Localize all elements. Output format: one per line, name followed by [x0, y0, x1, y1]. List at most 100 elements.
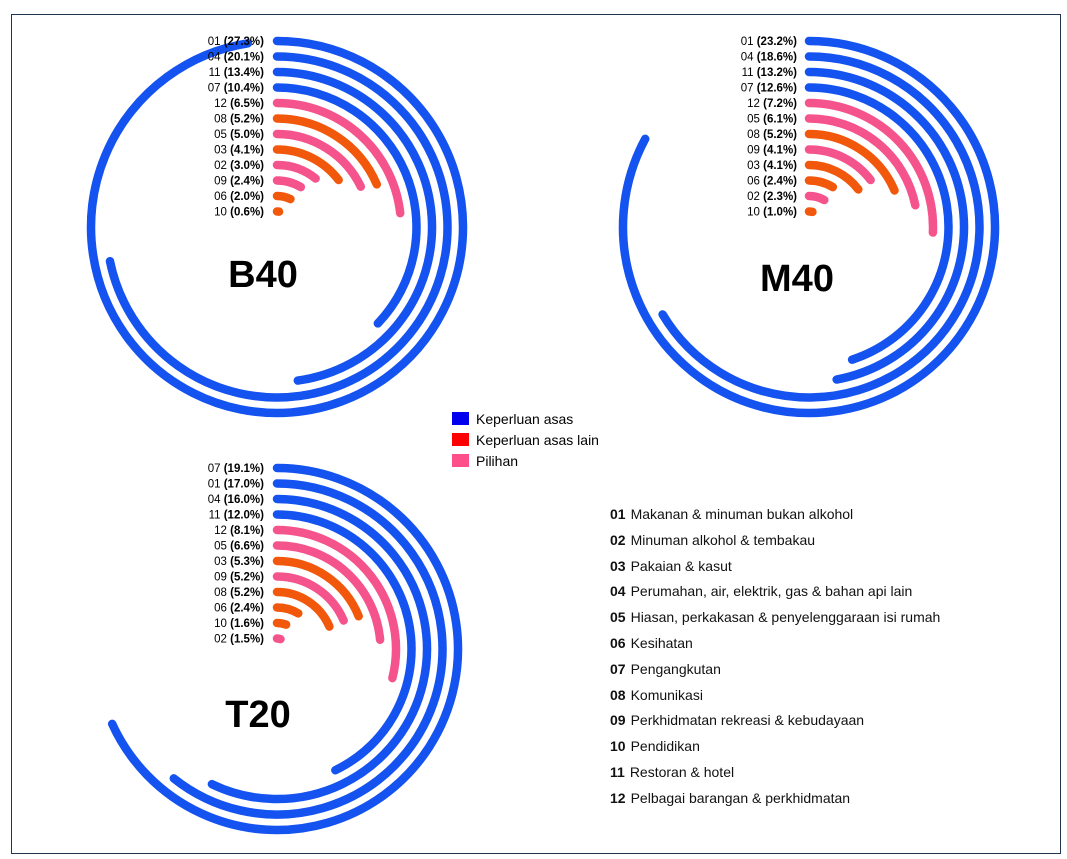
category-key-item: 08 Komunikasi: [610, 687, 940, 713]
category-key-item: 06 Kesihatan: [610, 635, 940, 661]
chart-t20: 07 (19.1%) 01 (17.0%) 04 (16.0%) 11 (12.0%)…: [107, 463, 463, 835]
arc-12: [272, 98, 405, 218]
category-name: Minuman alkohol & tembakau: [630, 531, 816, 548]
arc-04: [207, 494, 432, 804]
arc-05: [272, 129, 366, 191]
arc-07: [107, 463, 463, 835]
arc-label-01: 01 (23.2%): [741, 36, 797, 48]
category-key-item: 03 Pakaian & kasut: [610, 558, 940, 584]
arc-09: [804, 145, 875, 185]
category-name: Perkhidmatan rekreasi & kebudayaan: [630, 712, 865, 729]
category-key-item: 12 Pelbagai barangan & perkhidmatan: [610, 790, 940, 816]
arc-08: [272, 587, 334, 631]
arc-04: [105, 52, 452, 402]
arc-05: [272, 541, 385, 644]
category-name: Kesihatan: [630, 634, 693, 651]
arc-label-11: 11 (12.0%): [209, 510, 265, 522]
category-code: 11: [610, 763, 625, 780]
arc-label-08: 08 (5.2%): [747, 129, 797, 141]
legend-label-basic: Keperluan asas: [476, 410, 574, 427]
arc-09: [272, 572, 348, 625]
category-key-item: 10 Pendidikan: [610, 738, 940, 764]
arc-label-09: 09 (4.1%): [747, 145, 797, 157]
arc-label-03: 03 (4.1%): [214, 145, 264, 157]
arc-11: [272, 510, 416, 775]
category-name: Perumahan, air, elektrik, gas & bahan ap…: [630, 583, 913, 600]
arc-label-07: 07 (19.1%): [208, 463, 264, 475]
arc-label-05: 05 (6.1%): [747, 114, 797, 126]
arc-label-03: 03 (4.1%): [747, 160, 797, 172]
arc-07: [804, 83, 953, 364]
arc-label-08: 08 (5.2%): [214, 114, 264, 126]
arc-label-07: 07 (10.4%): [208, 83, 264, 95]
category-key-item: 11 Restoran & hotel: [610, 764, 940, 790]
arc-label-07: 07 (12.6%): [741, 83, 797, 95]
category-key-item: 01 Makanan & minuman bukan alkohol: [610, 506, 940, 532]
category-name: Makanan & minuman bukan alkohol: [630, 506, 854, 522]
figure-frame: [11, 14, 1061, 854]
arc-03: [272, 556, 363, 621]
arc-01: [618, 36, 1000, 418]
arc-label-10: 10 (1.0%): [747, 207, 797, 219]
chart-m40: 01 (23.2%) 04 (18.6%) 11 (13.2%) 07 (12.6%)…: [618, 36, 1000, 418]
arc-12: [804, 98, 938, 237]
chart-title: T20: [225, 694, 290, 736]
category-name: Pengangkutan: [630, 660, 721, 677]
arc-06: [804, 176, 838, 192]
arc-label-12: 12 (6.5%): [214, 98, 264, 110]
chart-b40: 01 (27.3%) 04 (20.1%) 11 (13.4%) 07 (10.4%)…: [86, 36, 468, 418]
category-key-item: 09 Perkhidmatan rekreasi & kebudayaan: [610, 712, 940, 738]
category-code: 02: [610, 531, 626, 548]
arc-06: [272, 603, 303, 618]
arc-02: [272, 160, 320, 183]
arc-label-03: 03 (5.3%): [214, 556, 264, 568]
arc-label-02: 02 (3.0%): [214, 160, 264, 172]
category-name: Komunikasi: [630, 686, 703, 703]
arc-08: [272, 114, 382, 189]
category-name: Pendidikan: [630, 738, 700, 755]
arc-11: [272, 67, 437, 385]
legend-item-optional: Pilihan: [452, 450, 599, 471]
category-name: Pakaian & kasut: [630, 557, 732, 574]
category-code: 03: [610, 557, 626, 574]
arc-01: [86, 36, 468, 418]
arc-label-12: 12 (8.1%): [214, 525, 264, 537]
arc-06: [272, 191, 295, 204]
arc-label-04: 04 (20.1%): [208, 52, 264, 64]
arc-03: [272, 145, 343, 185]
arc-04: [658, 52, 984, 402]
arc-label-06: 06 (2.4%): [214, 603, 264, 615]
category-code: 07: [610, 660, 626, 677]
arc-label-01: 01 (17.0%): [208, 479, 264, 491]
legend-item-other-basic: Keperluan asas lain: [452, 429, 599, 450]
category-key-item: 07 Pengangkutan: [610, 661, 940, 687]
arc-label-11: 11 (13.2%): [742, 67, 798, 79]
category-name: Hiasan, perkakasan & penyelenggaraan isi…: [630, 609, 941, 626]
arc-09: [272, 176, 306, 192]
category-name: Pelbagai barangan & perkhidmatan: [630, 789, 851, 806]
chart-title: B40: [228, 254, 298, 296]
legend-item-basic: Keperluan asas: [452, 408, 599, 429]
arc-11: [804, 67, 969, 384]
arc-08: [804, 129, 899, 195]
chart-title: M40: [760, 258, 834, 300]
arc-10: [272, 618, 291, 629]
arc-label-05: 05 (6.6%): [214, 541, 264, 553]
arc-01: [169, 479, 447, 819]
category-code: 12: [610, 789, 626, 806]
legend-swatch-optional: [452, 454, 469, 467]
arc-03: [804, 160, 863, 194]
legend-swatch-basic: [452, 412, 469, 425]
category-key-item: 02 Minuman alkohol & tembakau: [610, 532, 940, 558]
legend-label-optional: Pilihan: [476, 452, 519, 469]
arc-label-02: 02 (2.3%): [747, 191, 797, 203]
arc-05: [804, 114, 920, 210]
category-key-item: 04 Perumahan, air, elektrik, gas & bahan …: [610, 583, 940, 609]
arc-label-01: 01 (27.3%): [208, 36, 264, 48]
arc-label-04: 04 (18.6%): [741, 52, 797, 64]
arc-label-12: 12 (7.2%): [747, 98, 797, 110]
category-key-list: 01 Makanan & minuman bukan alkohol 02 Minu…: [610, 506, 940, 816]
category-code: 06: [610, 634, 626, 651]
legend-swatch-other-basic: [452, 433, 469, 446]
